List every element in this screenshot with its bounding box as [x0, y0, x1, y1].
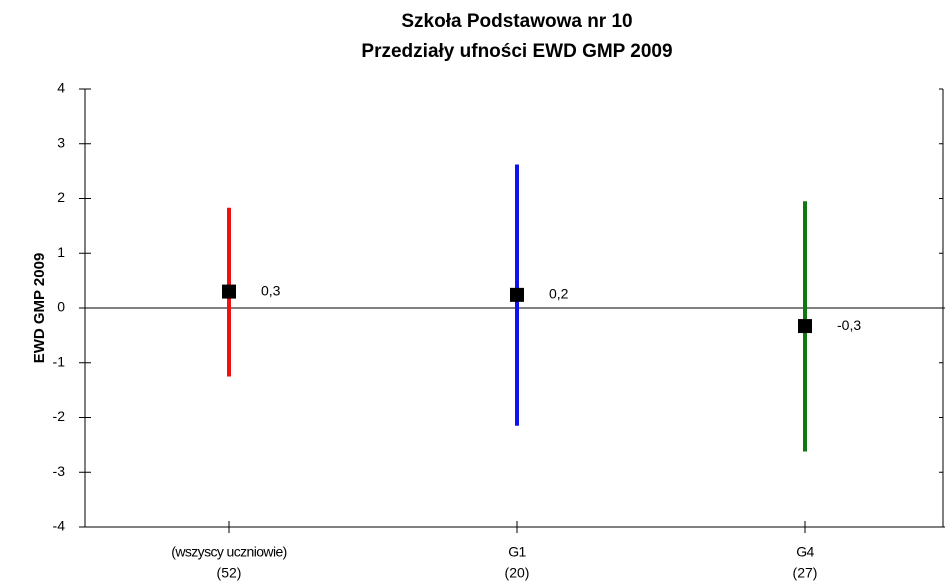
data-label: 0,3: [261, 282, 281, 298]
y-axis-label: EWD GMP 2009: [31, 253, 48, 364]
x-tick-label: (52): [217, 565, 242, 581]
x-tick-label: (20): [505, 565, 530, 581]
marker: [222, 284, 236, 299]
data-label: -0,3: [837, 317, 861, 333]
x-tick-label: (27): [793, 565, 818, 581]
chart-title: Szkoła Podstawowa nr 10: [401, 11, 632, 32]
y-tick-label: 4: [57, 80, 65, 96]
label-bg: [545, 284, 585, 305]
x-tick-label: (wszyscy uczniowie): [171, 544, 286, 560]
data-label: 0,2: [549, 286, 569, 302]
x-tick-label: G4: [796, 544, 814, 560]
y-tick-label: 2: [57, 189, 65, 205]
label-bg: [257, 281, 297, 302]
y-tick-label: -1: [53, 353, 66, 369]
y-tick-label: 3: [57, 134, 65, 150]
y-tick-label: 0: [57, 299, 65, 315]
y-tick-label: -4: [53, 518, 66, 534]
label-bg: [833, 316, 873, 337]
x-tick-label: G1: [508, 544, 526, 560]
y-tick-label: -3: [53, 463, 66, 479]
chart-subtitle: Przedziały ufności EWD GMP 2009: [361, 41, 672, 62]
y-tick-label: -2: [53, 408, 66, 424]
marker: [510, 287, 524, 302]
marker: [798, 319, 812, 334]
y-tick-label: 1: [57, 244, 65, 260]
